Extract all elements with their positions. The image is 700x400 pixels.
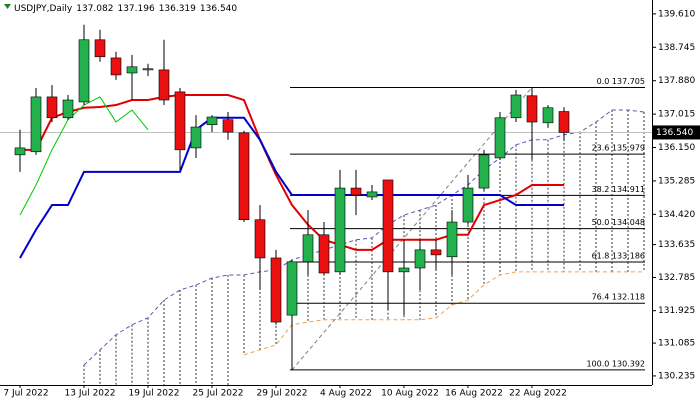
- y-tick-label: 131.085: [658, 339, 695, 349]
- fib-label: 38.2 134.911: [592, 185, 645, 194]
- candle-body: [94, 39, 106, 58]
- cloud-span-a: [83, 109, 645, 366]
- candle-body: [398, 267, 410, 273]
- candle-body: [78, 39, 90, 103]
- x-tick-label: 13 Jul 2022: [65, 389, 116, 399]
- candle-body: [366, 191, 378, 198]
- header-close: 136.540: [200, 4, 237, 14]
- header-open: 137.082: [76, 4, 113, 14]
- y-tick-label: 134.420: [658, 210, 695, 220]
- candle-body: [382, 179, 394, 273]
- x-tick-label: 7 Jul 2022: [3, 389, 48, 399]
- candle-body: [222, 119, 234, 133]
- y-tick-label: 139.610: [658, 9, 695, 19]
- candle-body: [190, 126, 202, 149]
- candle-body: [558, 111, 570, 133]
- x-tick-label: 19 Jul 2022: [129, 389, 180, 399]
- plot-area: 0.0 137.705 23.6 135.979 38.2 134.911 50.0 …: [0, 24, 652, 385]
- candle-body: [158, 69, 170, 101]
- y-tick-label: 132.785: [658, 273, 695, 283]
- candle-body: [526, 95, 538, 123]
- x-tick-label: 25 Jul 2022: [193, 389, 244, 399]
- y-tick-label: 130.235: [658, 371, 695, 381]
- candle-body: [510, 94, 522, 119]
- candle-body: [142, 68, 154, 71]
- candle-body: [14, 147, 26, 156]
- indicator-line: [19, 116, 564, 259]
- candle-body: [206, 116, 218, 126]
- price-tag-label: 136.540: [656, 128, 693, 138]
- x-tick-label: 10 Aug 2022: [381, 389, 439, 399]
- candle-body: [46, 96, 58, 119]
- x-tick-label: 16 Aug 2022: [445, 389, 503, 399]
- cloud-span-b: [243, 271, 644, 356]
- symbol: USDJPY,Daily: [14, 4, 73, 14]
- chart-header: USDJPY,Daily 137.082 137.196 136.319 136.540: [14, 4, 237, 14]
- y-tick-label: 131.925: [658, 306, 695, 316]
- x-tick-label: 4 Aug 2022: [320, 389, 372, 399]
- candle-body: [318, 234, 330, 274]
- y-tick-label: 136.150: [658, 143, 695, 153]
- candle-body: [350, 187, 362, 196]
- candle-body: [254, 219, 266, 259]
- candle-body: [542, 107, 554, 124]
- candle-body: [446, 221, 458, 258]
- y-tick-label: 138.745: [658, 43, 695, 53]
- fib-label: 0.0 137.705: [597, 77, 645, 86]
- candle-body: [238, 132, 250, 221]
- y-tick-label: 135.285: [658, 176, 695, 186]
- header-high: 137.196: [117, 4, 154, 14]
- candle-body: [62, 99, 74, 119]
- candle-body: [494, 117, 506, 159]
- candle-body: [430, 249, 442, 256]
- candle-body: [110, 57, 122, 76]
- candle-body: [414, 249, 426, 269]
- candle-body: [270, 257, 282, 323]
- candle-body: [334, 187, 346, 273]
- price-tag: [652, 125, 700, 140]
- candle-body: [462, 187, 474, 223]
- y-tick-label: 137.015: [658, 110, 695, 120]
- fib-label: 50.0 134.048: [592, 218, 645, 227]
- indicator-line: [20, 93, 564, 251]
- x-tick-label: 22 Aug 2022: [509, 389, 567, 399]
- x-tick-label: 29 Jul 2022: [257, 389, 308, 399]
- candle-body: [286, 261, 298, 316]
- y-tick-label: 137.880: [658, 76, 695, 86]
- header-low: 136.319: [159, 4, 196, 14]
- candle-body: [126, 66, 138, 74]
- fib-label: 61.8 133.186: [592, 251, 645, 260]
- candle-body: [478, 154, 490, 189]
- candle-body: [30, 96, 42, 153]
- fib-label: 76.4 132.118: [592, 293, 645, 302]
- fib-label: 23.6 135.979: [592, 144, 645, 153]
- symbol-icon: [4, 4, 11, 9]
- candle-body: [174, 91, 186, 151]
- candle-body: [302, 234, 314, 263]
- fib-label: 100.0 130.392: [586, 359, 645, 368]
- y-tick-label: 133.635: [658, 240, 695, 250]
